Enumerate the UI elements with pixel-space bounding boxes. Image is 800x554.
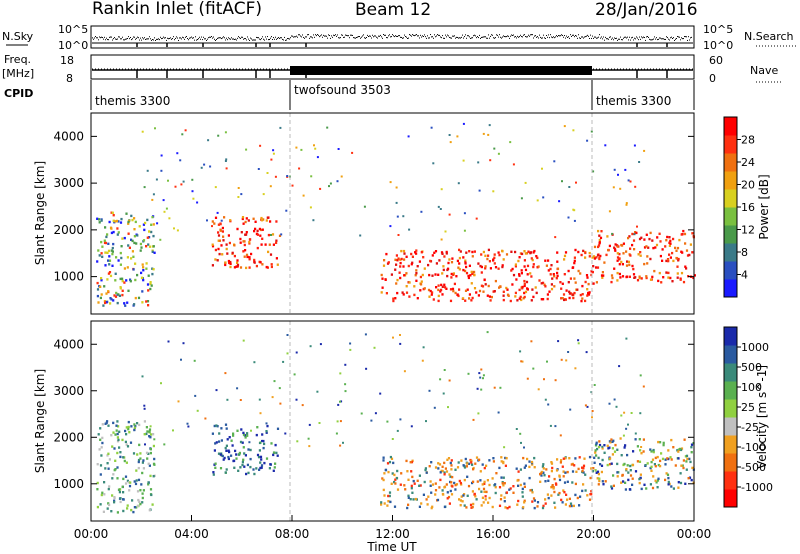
- velocity-heatmap-cells: [96, 331, 695, 514]
- nsearch-tick-top: 10^5: [703, 23, 733, 36]
- x-tick-label: 20:00: [576, 527, 611, 541]
- colorbar-tick-label: 1000: [741, 341, 769, 354]
- colorbar-tick-label: 20: [741, 179, 755, 192]
- power-panel: 1000 2000 3000 4000 Slant Range [km]: [33, 112, 696, 315]
- power-heatmap-cells: [96, 122, 696, 307]
- freq-unit-label: [MHz]: [2, 67, 34, 80]
- y-tick-label: 3000: [53, 384, 84, 398]
- nsky-label: N.Sky: [2, 30, 34, 43]
- freq-label: Freq.: [4, 53, 31, 66]
- figure-title: Rankin Inlet (fitACF): [92, 0, 262, 19]
- power-y-label: Slant Range [km]: [33, 161, 47, 265]
- beam-label: Beam 12: [355, 0, 431, 20]
- x-tick-label: 00:00: [74, 527, 109, 541]
- x-tick-label: 04:00: [174, 527, 209, 541]
- x-axis-label: Time UT: [366, 540, 417, 554]
- nave-label: Nave: [750, 64, 778, 77]
- nave-tick-top: 60: [709, 54, 723, 67]
- x-tick-label: 00:00: [677, 527, 712, 541]
- y-tick-label: 4000: [53, 129, 84, 143]
- cpid-segment-1: themis 3300: [95, 94, 170, 108]
- cpid-strip: CPID themis 3300 twofsound 3503 themis 3…: [4, 80, 695, 110]
- date-label: 28/Jan/2016: [595, 0, 698, 20]
- nsky-trace: [92, 34, 693, 47]
- power-colorbar: Power [dB] 4 8 12 16 20 24 28: [723, 116, 771, 298]
- colorbar-tick-label: 4: [741, 269, 748, 282]
- colorbar-tick-label: 8: [741, 246, 748, 259]
- nsearch-label: N.Search: [744, 30, 794, 43]
- cpid-label: CPID: [4, 87, 33, 100]
- x-tick-label: 08:00: [275, 527, 310, 541]
- power-colorbar-label: Power [dB]: [757, 174, 771, 239]
- colorbar-tick-label: 25: [741, 401, 755, 414]
- nsky-tick-top: 10^5: [58, 23, 88, 36]
- time-x-axis: 00:00 04:00 08:00 12:00 16:00 20:00 00:00: [74, 515, 712, 541]
- velocity-colorbar-label: Velocity [m s^-1]: [755, 365, 769, 469]
- colorbar-tick-label: 24: [741, 156, 755, 169]
- power-y-axis: 1000 2000 3000 4000: [53, 129, 694, 284]
- nsearch-tick-bottom: 10^0: [703, 39, 733, 52]
- freq-strip: Freq. [MHz] 18 8 60 0 Nave: [2, 53, 782, 85]
- y-tick-label: 2000: [53, 223, 84, 237]
- velocity-colorbar: Velocity [m s^-1] -1000 -500 -100 -25 25 100 5…: [723, 326, 773, 508]
- colorbar-tick-label: 100: [741, 381, 762, 394]
- nave-tick-bottom: 0: [709, 72, 716, 85]
- velocity-y-label: Slant Range [km]: [33, 369, 47, 473]
- colorbar-tick-label: -1000: [741, 481, 773, 494]
- y-tick-label: 1000: [53, 270, 84, 284]
- nsky-strip: N.Sky 10^5 10^0 10^5 10^0 N.Search: [2, 23, 798, 52]
- y-tick-label: 1000: [53, 477, 84, 491]
- velocity-y-axis: 1000 2000 3000 4000: [53, 337, 694, 491]
- colorbar-tick-label: 500: [741, 361, 762, 374]
- cpid-segment-3: themis 3300: [596, 94, 671, 108]
- y-tick-label: 2000: [53, 430, 84, 444]
- freq-trace: [92, 66, 693, 78]
- colorbar-tick-label: 28: [741, 134, 755, 147]
- freq-tick-bottom: 8: [66, 72, 73, 85]
- colorbar-tick-label: 16: [741, 201, 755, 214]
- freq-tick-top: 18: [60, 54, 74, 67]
- colorbar-tick-label: -25: [741, 421, 759, 434]
- colorbar-tick-label: -500: [741, 461, 766, 474]
- x-tick-label: 12:00: [375, 527, 410, 541]
- cpid-segment-2: twofsound 3503: [294, 83, 391, 97]
- y-tick-label: 3000: [53, 176, 84, 190]
- x-tick-label: 16:00: [476, 527, 511, 541]
- colorbar-tick-label: -100: [741, 441, 766, 454]
- y-tick-label: 4000: [53, 337, 84, 351]
- colorbar-tick-label: 12: [741, 224, 755, 237]
- nsky-tick-bottom: 10^0: [58, 39, 88, 52]
